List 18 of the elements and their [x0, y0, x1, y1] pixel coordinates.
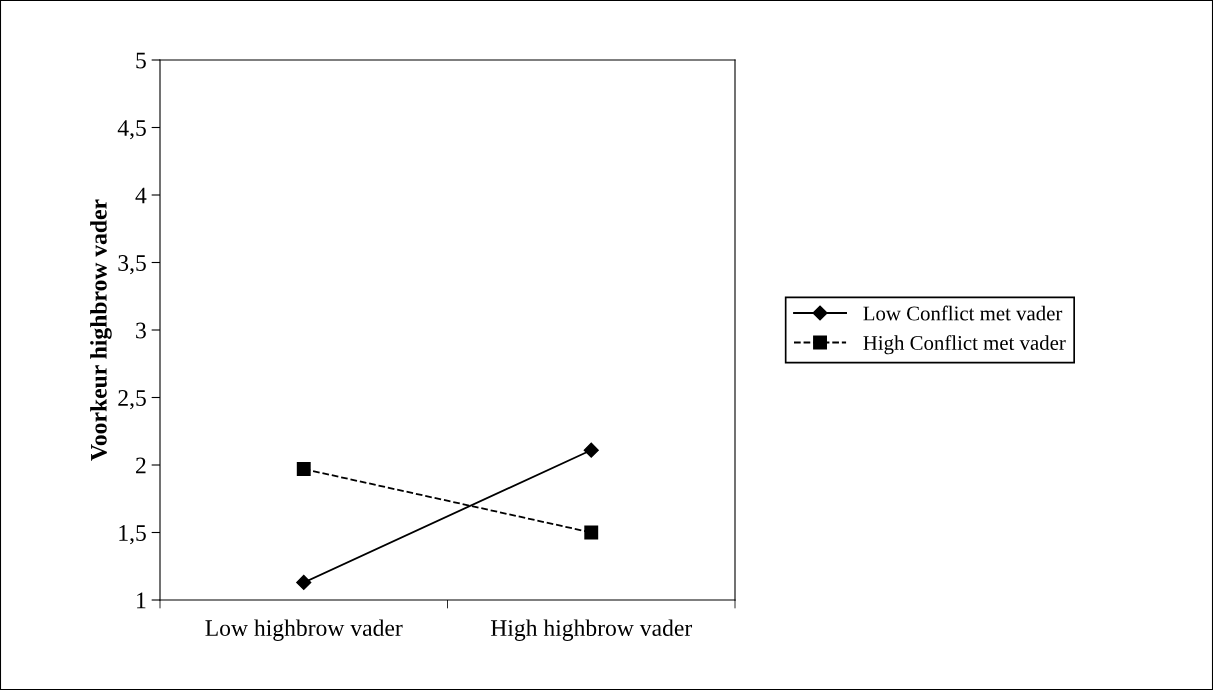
- legend-label: High Conflict met vader: [863, 335, 1066, 355]
- legend-label: Low Conflict met vader: [863, 305, 1063, 321]
- y-tick-label: 4,5: [117, 120, 146, 140]
- y-tick-label: 3,5: [118, 255, 146, 275]
- point: [583, 442, 599, 458]
- point: [296, 462, 311, 476]
- y-tick-label: 4: [135, 187, 147, 204]
- y-tick-label: 5: [136, 52, 146, 69]
- y-axis-title: Voorkeur highbrow vader: [90, 199, 112, 461]
- y-tick-label: 1,5: [119, 525, 146, 545]
- y-tick-label: 3: [136, 322, 146, 339]
- y-tick-label: 2: [136, 457, 146, 474]
- y-tick-label: 2,5: [118, 390, 146, 410]
- point: [584, 525, 599, 540]
- x-tick-label: High highbrow vader: [490, 619, 693, 641]
- point: [296, 574, 312, 591]
- y-tick-label: 1: [137, 592, 146, 609]
- x-tick-label: Low highbrow vader: [205, 619, 403, 641]
